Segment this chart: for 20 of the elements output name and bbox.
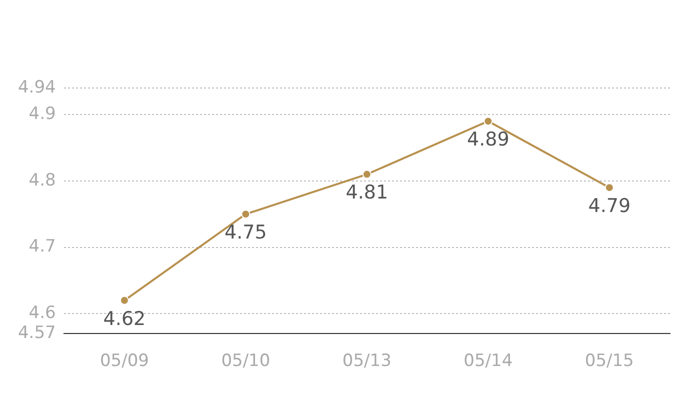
y-tick-label: 4.7 [28, 236, 56, 257]
x-tick-label: 05/10 [221, 351, 270, 372]
point [484, 116, 493, 126]
x-tick-label: 05/15 [584, 351, 634, 372]
x-tick-label: 05/09 [100, 351, 149, 372]
y-tick-label: 4.6 [28, 303, 56, 324]
data-label: 4.81 [346, 182, 388, 204]
x-tick-label: 05/13 [342, 351, 392, 372]
y-tick-label: 4.9 [28, 104, 56, 124]
data-label: 4.89 [467, 128, 510, 151]
data-label: 4.75 [224, 222, 267, 244]
point [241, 210, 250, 219]
y-tick-label: 4.8 [28, 170, 56, 190]
data-label: 4.79 [588, 195, 631, 218]
point [362, 170, 372, 179]
x-tick-label: 05/14 [464, 351, 513, 372]
point [604, 183, 614, 192]
y-tick-label: 4.94 [18, 77, 56, 98]
y-tick-label: 4.57 [18, 323, 56, 344]
data-label: 4.62 [103, 308, 146, 330]
